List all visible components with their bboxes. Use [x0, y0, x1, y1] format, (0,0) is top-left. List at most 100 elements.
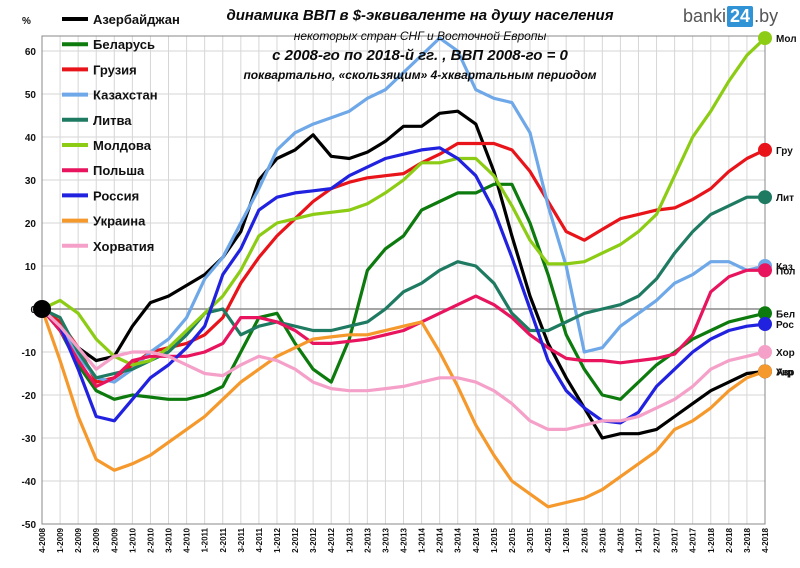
x-tick-label: 1-2013: [345, 527, 354, 552]
series-end-label-3: Каз: [776, 262, 793, 273]
axes: 6050403020100-10-20-30-40-504-20081-2009…: [22, 35, 770, 553]
x-tick-label: 2-2015: [508, 527, 517, 552]
x-tick-label: 4-2013: [400, 527, 409, 552]
x-tick-label: 3-2010: [165, 527, 174, 552]
x-tick-label: 3-2015: [526, 527, 535, 552]
origin-marker: [33, 300, 51, 318]
series-end-label-5: Мол: [776, 34, 797, 45]
series-end-marker-5: [758, 31, 772, 46]
y-tick-label: -50: [22, 520, 37, 531]
series-end-marker-7: [758, 317, 772, 332]
series-lines: [40, 36, 767, 509]
x-tick-label: 3-2013: [381, 527, 390, 552]
x-tick-label: 2-2011: [219, 527, 228, 552]
x-tick-label: 2-2016: [580, 527, 589, 552]
x-tick-label: 4-2016: [616, 527, 625, 552]
logo-text-pre: banki: [683, 5, 727, 26]
x-tick-label: 1-2014: [418, 527, 427, 552]
series-end-marker-1: [758, 306, 772, 321]
legend-label-0: Азербайджан: [93, 12, 180, 27]
series-end-marker-9: [758, 345, 772, 359]
legend-label-3: Казахстан: [93, 88, 158, 103]
x-tick-label: 2-2009: [74, 527, 83, 552]
chart-subtitle-3: поквартально, «скользящим» 4-хквартальны…: [243, 68, 596, 82]
y-tick-label: 30: [25, 176, 37, 187]
chart-subtitle-2: с 2008-го по 2018-й гг. , ВВП 2008-го = …: [272, 47, 568, 64]
y-tick-label: -40: [22, 477, 37, 488]
logo-number: 24: [727, 5, 754, 27]
legend-label-9: Хорватия: [93, 239, 154, 254]
series-line-7: [40, 146, 767, 425]
y-tick-label: -20: [22, 391, 37, 402]
legend-label-4: Литва: [93, 113, 132, 128]
series-end-label-1: Бел: [776, 309, 795, 320]
series-end-marker-2: [758, 142, 772, 157]
x-tick-label: 3-2009: [92, 527, 101, 552]
x-tick-label: 4-2011: [255, 527, 264, 552]
series-end-label-7: Рос: [776, 320, 794, 331]
legend-label-1: Беларусь: [93, 37, 155, 52]
x-tick-label: 1-2018: [707, 527, 716, 552]
x-tick-label: 4-2017: [689, 527, 698, 552]
series-end-label-8: Укр: [776, 367, 793, 378]
x-tick-label: 1-2017: [634, 527, 643, 552]
series-end-label-9: Хор: [776, 348, 795, 359]
series-line-2: [40, 141, 767, 384]
x-tick-label: 1-2009: [56, 527, 65, 552]
x-tick-label: 3-2016: [598, 527, 607, 552]
x-tick-label: 4-2015: [544, 527, 553, 552]
plot-frame: [41, 35, 766, 525]
x-tick-label: 3-2012: [309, 527, 318, 552]
legend-label-6: Польша: [93, 163, 145, 178]
y-tick-label: -30: [22, 434, 37, 445]
x-tick-label: 4-2018: [761, 527, 770, 552]
legend-label-2: Грузия: [93, 62, 137, 77]
x-tick-label: 3-2017: [671, 527, 680, 552]
legend-label-8: Украина: [93, 214, 146, 229]
x-tick-label: 4-2010: [183, 527, 192, 552]
series-line-9: [40, 307, 767, 431]
x-tick-label: 1-2012: [273, 527, 282, 552]
legend-label-5: Молдова: [93, 138, 152, 153]
x-tick-label: 2-2010: [146, 527, 155, 552]
series-end-marker-4: [758, 190, 772, 205]
series-end-marker-8: [758, 364, 772, 379]
legend: Азербайджан Беларусь Грузия Казахстан Литва М…: [62, 12, 180, 254]
series-end-label-2: Гру: [776, 146, 793, 157]
y-tick-label: 50: [25, 90, 37, 101]
x-tick-label: 3-2011: [237, 527, 246, 552]
x-tick-label: 4-2014: [472, 527, 481, 552]
x-tick-label: 2-2012: [291, 527, 300, 552]
series-line-5: [40, 36, 767, 367]
gridlines: [41, 36, 766, 525]
banki24-logo: banki 24 .by: [683, 4, 778, 28]
legend-label-7: Россия: [93, 188, 139, 203]
y-tick-label: 40: [25, 133, 37, 144]
x-tick-label: 1-2011: [201, 527, 210, 552]
end-markers: Азр Бел Гру Каз Лит Мол Пол Рос Укр Хор: [33, 31, 797, 379]
y-tick-label: 60: [25, 47, 37, 58]
series-end-label-6: Пол: [776, 266, 795, 277]
x-tick-label: 4-2008: [38, 527, 47, 552]
y-tick-label: -10: [22, 348, 37, 359]
x-tick-label: 2-2014: [436, 527, 445, 552]
x-tick-label: 1-2010: [128, 527, 137, 552]
series-line-0: [40, 109, 767, 440]
x-tick-label: 2-2013: [363, 527, 372, 552]
series-line-8: [40, 307, 767, 509]
x-tick-label: 3-2014: [454, 527, 463, 552]
chart-title: динамика ВВП в $-эквиваленте на душу нас…: [226, 7, 613, 24]
y-axis-unit-label: %: [22, 16, 31, 27]
series-end-label-4: Лит: [776, 193, 794, 204]
series-line-1: [40, 182, 767, 401]
x-tick-label: 2-2017: [653, 527, 662, 552]
x-tick-label: 4-2012: [327, 527, 336, 552]
series-line-3: [40, 36, 767, 384]
y-tick-label: 10: [25, 262, 37, 273]
chart-subtitle-1: некоторых стран СНГ и Восточной Европы: [294, 29, 547, 43]
x-tick-label: 3-2018: [743, 527, 752, 552]
series-end-marker-6: [758, 263, 772, 278]
y-tick-label: 20: [25, 219, 37, 230]
logo-text-post: .by: [754, 5, 779, 26]
